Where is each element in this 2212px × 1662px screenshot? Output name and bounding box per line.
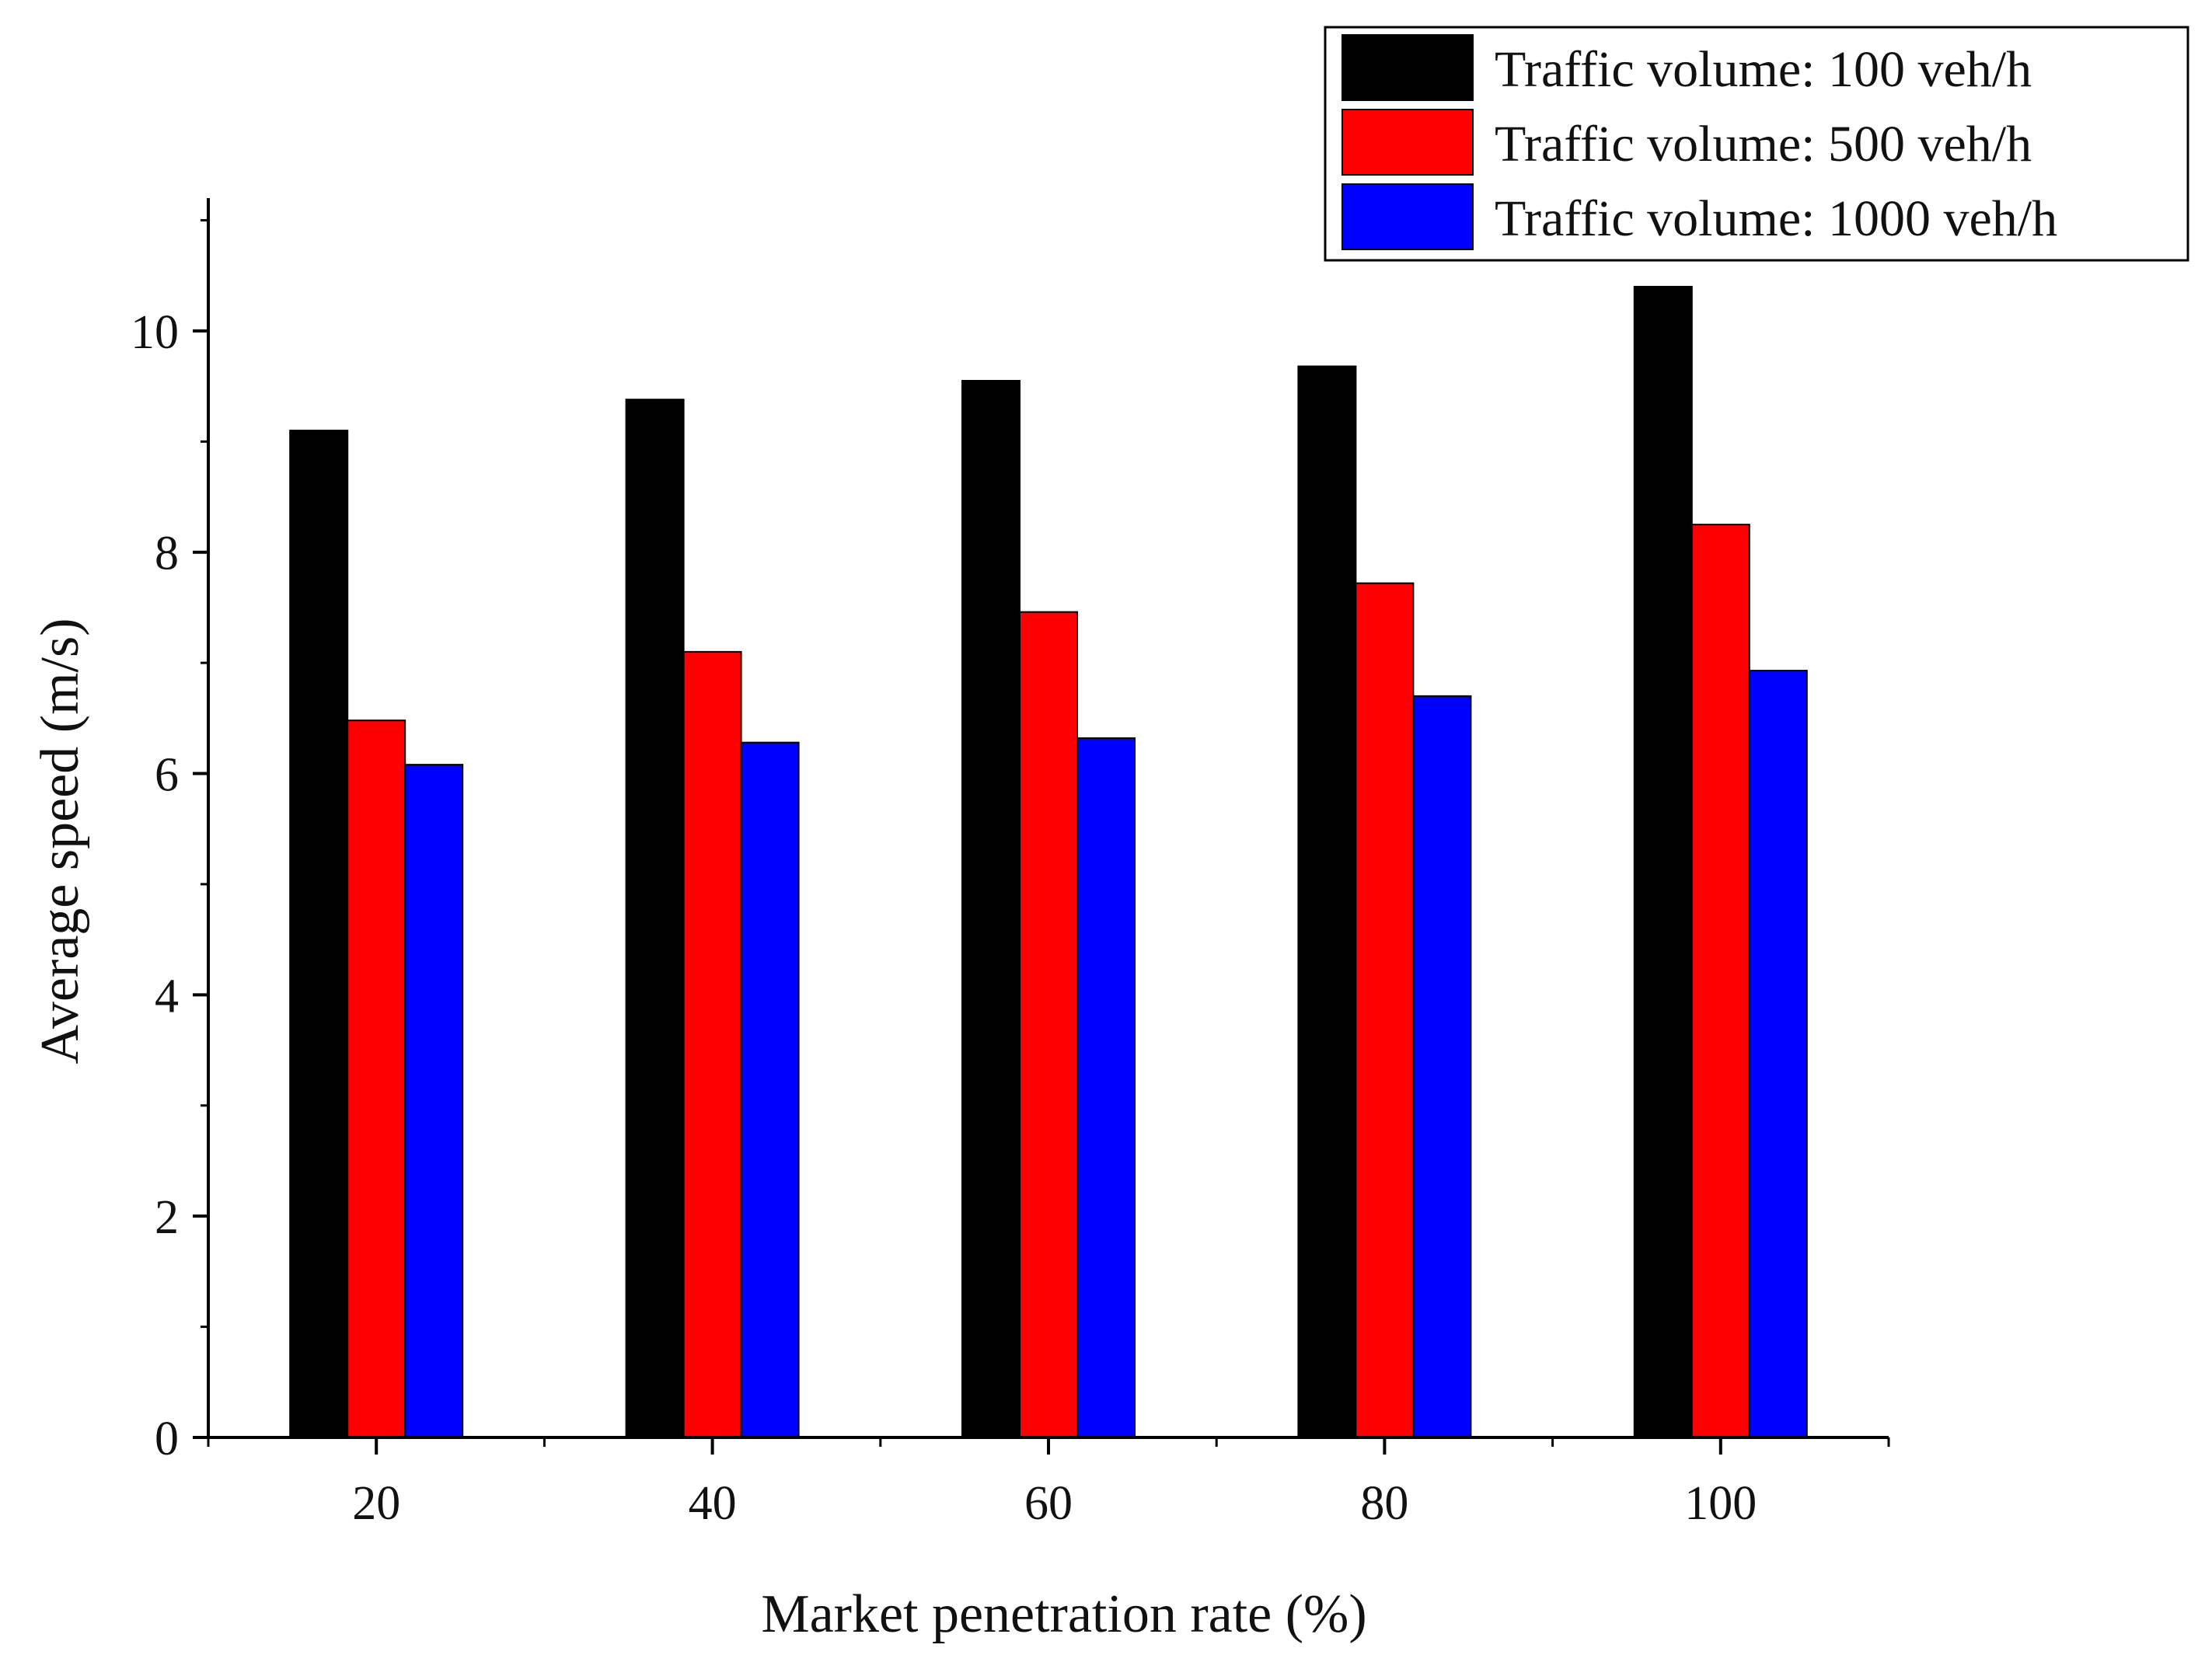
- y-tick-label: 10: [131, 306, 179, 359]
- legend-label-2: Traffic volume: 500 veh/h: [1495, 116, 2032, 172]
- y-tick-label: 4: [155, 970, 179, 1023]
- legend-swatch-3: [1342, 183, 1474, 250]
- bar-1-80: [1297, 365, 1357, 1439]
- legend-swatch-1: [1342, 34, 1474, 101]
- bar-2-40: [682, 650, 742, 1438]
- bar-3-80: [1412, 695, 1472, 1438]
- ticks-group: 0 2 4 6 8 10 20 40 60 80 100: [131, 218, 1890, 1530]
- bars-group: [289, 285, 1808, 1439]
- x-tick-label: 40: [689, 1477, 737, 1530]
- bar-3-40: [740, 741, 800, 1438]
- legend-swatch-2: [1342, 109, 1474, 176]
- bar-2-20: [347, 720, 406, 1438]
- bar-3-20: [404, 764, 464, 1438]
- x-tick-label: 20: [352, 1477, 400, 1530]
- x-tick-label: 80: [1360, 1477, 1408, 1530]
- y-axis-title: Average speed (m/s): [30, 618, 90, 1064]
- y-tick-label: 8: [155, 528, 179, 580]
- legend-label-1: Traffic volume: 100 veh/h: [1495, 41, 2032, 98]
- y-tick-label: 0: [155, 1413, 179, 1465]
- x-tick-label: 100: [1684, 1477, 1757, 1530]
- legend: Traffic volume: 100 veh/h Traffic volume:…: [1324, 26, 2189, 262]
- bar-2-100: [1690, 524, 1750, 1439]
- bar-2-60: [1019, 611, 1078, 1438]
- bar-1-20: [289, 430, 349, 1438]
- y-tick-label: 2: [155, 1191, 179, 1244]
- bar-3-100: [1748, 670, 1808, 1438]
- x-tick-label: 60: [1024, 1477, 1073, 1530]
- bar-1-40: [625, 399, 685, 1438]
- y-tick-label: 6: [155, 749, 179, 802]
- bar-3-60: [1076, 737, 1136, 1438]
- bar-1-60: [961, 379, 1021, 1439]
- x-axis-title: Market penetration rate (%): [761, 1584, 1366, 1644]
- legend-label-3: Traffic volume: 1000 veh/h: [1495, 190, 2057, 247]
- bar-2-80: [1355, 582, 1415, 1439]
- bar-1-100: [1633, 285, 1693, 1438]
